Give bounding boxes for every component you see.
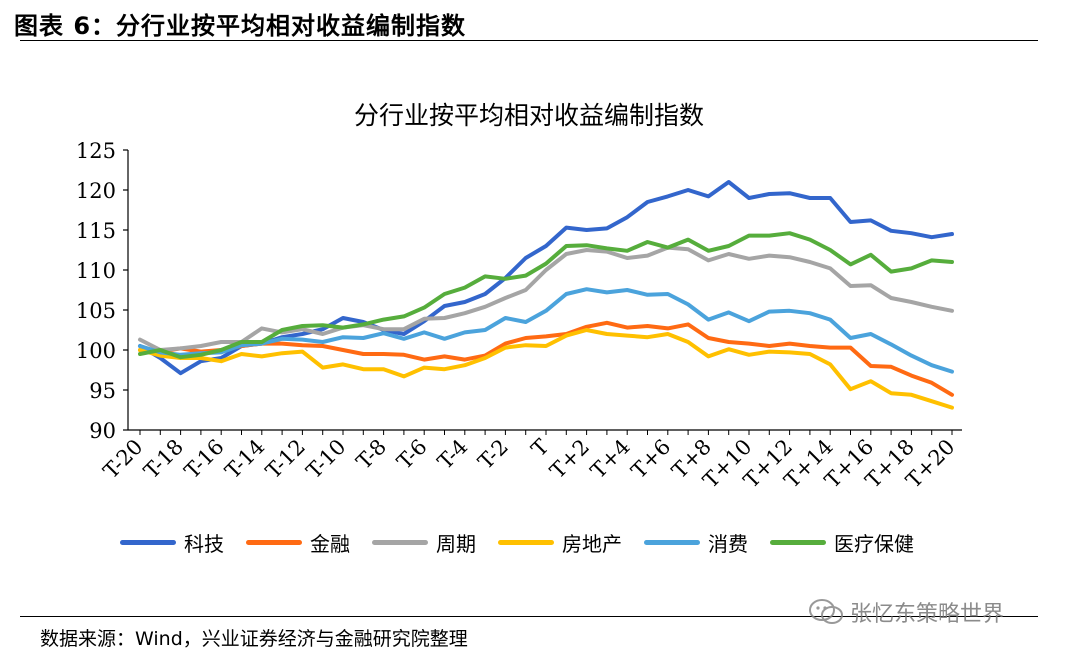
x-tick-label: T-14 (220, 435, 269, 484)
series-line-周期 (138, 245, 954, 352)
footer-divider (20, 616, 1038, 617)
x-tick-label: T+6 (627, 435, 676, 484)
series-line-消费 (138, 287, 954, 374)
watermark-text: 张忆东策略世界 (850, 602, 1005, 627)
x-tick-label: T-18 (139, 435, 188, 484)
x-tick-label: T+4 (586, 435, 635, 484)
y-tick-label: 105 (76, 299, 116, 323)
chart-title: 分行业按平均相对收益编制指数 (354, 101, 704, 130)
legend: 科技 金融 周期 房地产 消费 医疗保健 (120, 528, 914, 557)
legend-item: 房地产 (498, 528, 622, 557)
legend-label: 消费 (708, 532, 748, 556)
legend-label: 房地产 (562, 532, 622, 556)
legend-swatch (246, 540, 302, 545)
wechat-icon (809, 599, 843, 624)
x-axis: T-20T-18T-16T-14T-12T-10 T-8 T-6 T-4 T-2 TT+2… (99, 429, 962, 493)
y-tick-label: 110 (76, 259, 116, 283)
legend-label: 周期 (436, 532, 476, 556)
y-tick-label: 90 (89, 419, 116, 443)
legend-label: 科技 (184, 532, 224, 556)
y-axis: 90 95 100 105 110 115 120 125 (76, 139, 129, 443)
legend-item: 金融 (246, 528, 350, 557)
x-tick-label: T-12 (261, 435, 310, 484)
legend-label: 医疗保健 (834, 532, 914, 556)
header-divider (20, 40, 1038, 41)
legend-swatch (498, 540, 554, 545)
source-note: 数据来源：Wind，兴业证券经济与金融研究院整理 (40, 628, 468, 650)
figure-caption: 图表 6：分行业按平均相对收益编制指数 (14, 12, 467, 40)
legend-swatch (372, 540, 428, 545)
x-tick-label: T (527, 435, 554, 462)
legend-item: 周期 (372, 528, 476, 557)
series-group (138, 180, 954, 410)
series-line-房地产 (138, 328, 954, 410)
x-tick-label: T-6 (392, 435, 431, 474)
series-line-医疗保健 (138, 231, 954, 360)
x-tick-label: T+2 (545, 435, 594, 484)
y-tick-label: 95 (89, 379, 116, 403)
series-line-金融 (138, 320, 954, 397)
legend-label: 金融 (310, 532, 350, 556)
legend-item: 医疗保健 (770, 528, 914, 557)
x-tick-label: T-2 (474, 435, 513, 474)
legend-swatch (644, 540, 700, 545)
x-tick-label: T-10 (302, 435, 351, 484)
x-tick-label: T-8 (352, 435, 391, 474)
y-tick-label: 120 (76, 179, 116, 203)
x-tick-label: T-16 (180, 435, 229, 484)
y-tick-label: 125 (76, 139, 116, 163)
legend-swatch (120, 540, 176, 545)
x-tick-label: T-4 (433, 435, 472, 474)
y-tick-label: 115 (76, 219, 116, 243)
y-tick-label: 100 (76, 339, 116, 363)
watermark: 张忆东策略世界 (808, 596, 1004, 628)
legend-item: 消费 (644, 528, 748, 557)
legend-item: 科技 (120, 528, 224, 557)
legend-swatch (770, 540, 826, 545)
